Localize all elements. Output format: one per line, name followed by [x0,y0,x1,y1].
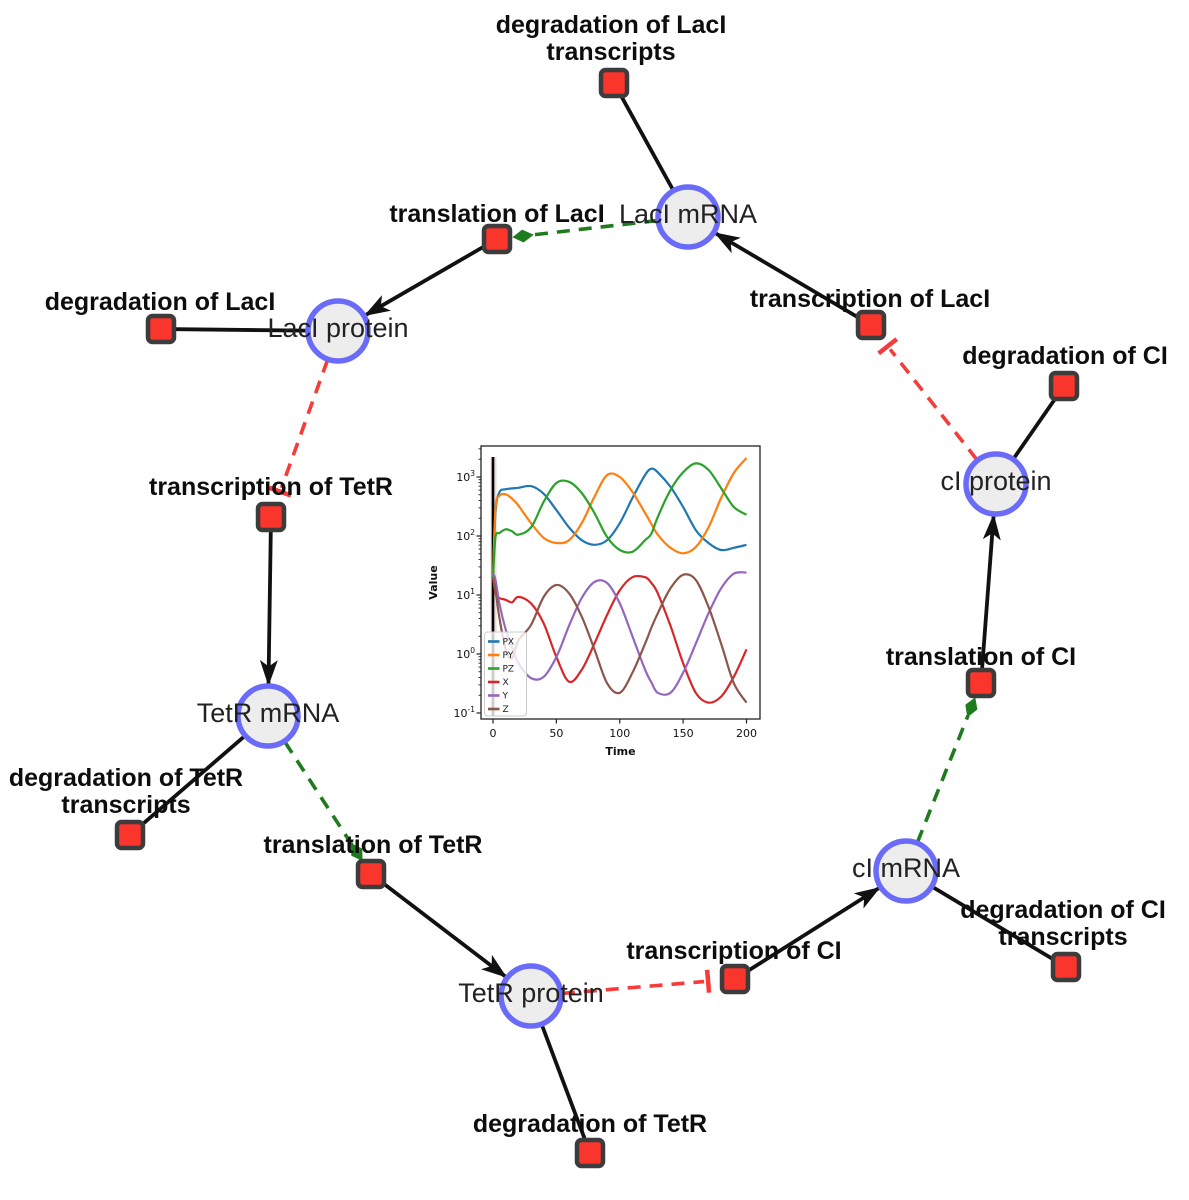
legend-label-PX: PX [503,638,515,648]
species-label-laci-mrna: LacI mRNA [619,199,757,229]
reaction-label-transcription-laci: transcription of LacI [750,285,990,313]
legend-label-X: X [503,678,509,688]
chart-series [491,457,748,704]
edge-tetr-protein-deg-tetr [540,1024,587,1140]
species-node-ci-mrna [873,838,939,904]
y-tick-label: 103 [456,469,475,484]
edge-tetr-protein-transcription-ci [561,979,705,996]
inhibition-tbar-icon [877,337,899,356]
reaction-label-deg-tetr-transcripts: degradation of TetR transcripts [9,764,243,819]
modifier-diamond-icon [350,843,363,862]
edge-translation-laci-laci-protein [363,244,485,318]
x-tick-label: 150 [673,727,694,740]
reaction-label-transcription-ci: transcription of CI [626,937,841,965]
reaction-node-deg-ci [1048,370,1080,402]
reaction-label-deg-ci: degradation of CI [962,342,1168,370]
species-label-tetr-mrna: TetR mRNA [197,698,340,728]
legend-label-PY: PY [503,651,514,661]
x-tick-label: 100 [609,727,630,740]
reaction-node-deg-tetr-transcripts [114,819,146,851]
species-nodes-layer [235,184,1029,1029]
edge-ci-mrna-translation-ci [915,714,970,843]
x-tick-label: 50 [549,727,563,740]
x-tick-label: 0 [490,727,497,740]
legend-label-Z: Z [503,705,509,715]
reaction-node-deg-laci [145,313,177,345]
species-node-laci-mrna [655,184,721,250]
y-tick-label: 101 [456,587,475,602]
reaction-label-translation-laci: translation of LacI [389,200,604,228]
reaction-label-deg-tetr: degradation of TetR [473,1110,707,1138]
reaction-label-translation-tetr: translation of TetR [264,831,483,859]
reaction-node-transcription-tetr [255,501,287,533]
edge-ci-protein-transcription-laci [888,348,979,461]
species-node-tetr-protein [498,963,564,1029]
reaction-node-deg-ci-transcripts [1050,951,1082,983]
reaction-node-transcription-ci [719,963,751,995]
axes-frame [480,445,761,720]
species-node-tetr-mrna [235,683,301,749]
series-line-X [491,574,748,704]
y-axis-title: Value [427,565,440,599]
series-line-PZ [491,462,748,578]
reaction-node-translation-ci [965,667,997,699]
edge-laci-protein-deg-laci [175,327,308,333]
reaction-label-deg-laci: degradation of LacI [45,288,276,316]
species-label-ci-mrna: cI mRNA [852,853,960,883]
series-line-PX [491,467,747,578]
reaction-label-transcription-tetr: transcription of TetR [149,473,393,501]
reaction-node-translation-laci [481,223,513,255]
modifier-diamond-icon [965,697,978,718]
legend-label-Y: Y [502,692,509,702]
modifier-diamond-icon [512,229,534,243]
edge-laci-protein-transcription-tetr [279,359,330,489]
labels-layer: degradation of LacI transcripts translatio… [9,11,1168,1138]
species-node-laci-protein [305,298,371,364]
species-node-ci-protein [963,451,1029,517]
edge-tetr-mrna-translation-tetr [283,740,354,846]
chart-legend: PX PY PZ XYZ [484,631,527,717]
reaction-node-deg-tetr [574,1137,606,1169]
species-label-tetr-protein: TetR protein [458,978,604,1008]
x-axis-title: Time [605,745,635,758]
edges-layer [140,95,1058,1140]
edge-translation-ci-ci-protein [980,513,1001,669]
inhibition-tbar-icon [704,969,712,993]
inhibition-tbar-icon [268,485,292,498]
edge-transcription-ci-ci-mrna [746,885,881,973]
reaction-node-deg-laci-transcripts [598,67,630,99]
series-line-Z [491,573,748,704]
y-tick-label: 100 [456,646,475,661]
edge-laci-mrna-deg-laci-transcripts [619,95,675,191]
reaction-label-deg-laci-transcripts: degradation of LacI transcripts [496,11,727,66]
edge-transcription-tetr-tetr-mrna [259,531,278,687]
series-line-PY [491,457,748,578]
x-tick-label: 200 [736,727,757,740]
reaction-node-translation-tetr [355,858,387,890]
reaction-label-deg-ci-transcripts: degradation of CI transcripts [960,896,1166,951]
edge-translation-tetr-tetr-protein [381,881,508,979]
species-label-laci-protein: LacI protein [267,313,408,343]
species-label-ci-protein: cI protein [940,466,1051,496]
legend-label-PZ: PZ [503,665,515,675]
inset-chart: 0 50 100 150 20010-1100101102103TimeValuePXP… [427,445,761,758]
edge-tetr-mrna-deg-tetr-transcripts [140,734,246,827]
y-tick-label: 102 [456,528,475,543]
edge-ci-mrna-deg-ci-transcripts [931,885,1055,961]
y-tick-label: 10-1 [454,705,476,720]
reaction-node-transcription-laci [855,309,887,341]
reaction-nodes-layer [114,67,1082,1169]
reaction-label-translation-ci: translation of CI [886,643,1076,671]
edge-ci-protein-deg-ci [1012,397,1058,460]
edge-transcription-laci-laci-mrna [713,231,860,320]
